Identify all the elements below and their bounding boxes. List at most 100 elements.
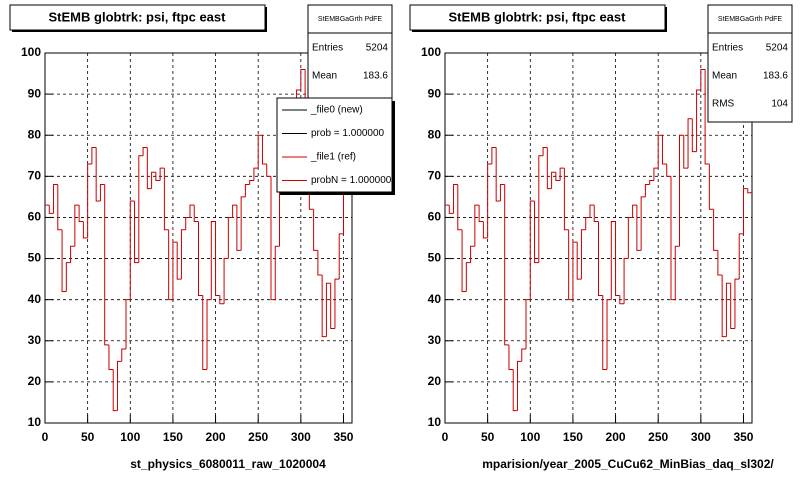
histogram-bin bbox=[215, 221, 220, 297]
histogram-bin bbox=[180, 229, 186, 280]
histogram-bin bbox=[129, 200, 135, 300]
stats-value: 183.6 bbox=[363, 71, 388, 82]
histogram-bin bbox=[742, 188, 748, 234]
stats-box bbox=[707, 4, 793, 123]
histogram-bin bbox=[57, 184, 63, 231]
stats-title: StEMBGaGrth PdFE bbox=[318, 16, 383, 23]
histogram-bin bbox=[325, 282, 331, 337]
axis-frame bbox=[444, 52, 753, 424]
histogram-bin bbox=[508, 344, 514, 371]
stats-value: 5204 bbox=[366, 43, 389, 54]
stats-name: Entries bbox=[712, 43, 743, 54]
histogram-bin bbox=[321, 275, 327, 338]
histogram-bin bbox=[738, 233, 744, 280]
histogram-bin bbox=[713, 209, 718, 251]
histogram-bin bbox=[99, 184, 105, 201]
histogram-bin bbox=[474, 204, 480, 247]
histogram-bin bbox=[538, 155, 544, 263]
histogram-bin bbox=[730, 283, 735, 329]
x-tick-label: 300 bbox=[691, 430, 711, 444]
histogram-bin bbox=[725, 282, 731, 337]
histogram-bin bbox=[606, 299, 612, 370]
histogram-bin bbox=[155, 172, 161, 181]
histogram-bin bbox=[138, 155, 144, 263]
histogram-bin bbox=[210, 221, 216, 300]
histogram-bin bbox=[74, 204, 80, 247]
histogram-bin bbox=[465, 262, 471, 292]
histogram-bin bbox=[551, 171, 556, 189]
histogram-bin bbox=[236, 205, 242, 251]
histogram-bin bbox=[206, 299, 212, 370]
title-box bbox=[409, 4, 666, 31]
histogram-bin bbox=[249, 179, 254, 185]
histogram-bin bbox=[270, 176, 276, 301]
x-tick-label: 350 bbox=[733, 430, 753, 444]
histogram-bin bbox=[598, 221, 603, 297]
histogram-bin bbox=[525, 299, 531, 349]
histogram-bin bbox=[644, 184, 650, 197]
y-tick-label: 70 bbox=[428, 169, 442, 183]
histogram-bin bbox=[87, 163, 92, 238]
histogram-bin bbox=[589, 204, 595, 218]
histogram-bin bbox=[700, 68, 706, 90]
histogram-bin bbox=[334, 278, 340, 329]
histogram-bin bbox=[163, 168, 169, 231]
y-tick-label: 40 bbox=[28, 292, 42, 306]
histogram-bin bbox=[708, 164, 714, 210]
x-tick-label: 300 bbox=[291, 430, 311, 444]
y-tick-label: 60 bbox=[28, 210, 42, 224]
x-tick-label: 0 bbox=[42, 430, 49, 444]
y-tick-label: 80 bbox=[28, 127, 42, 141]
y-tick-label: 10 bbox=[428, 415, 442, 429]
histogram-bin bbox=[576, 242, 582, 280]
histogram-bin bbox=[457, 184, 463, 231]
y-tick-label: 20 bbox=[428, 374, 442, 388]
histogram-bin bbox=[747, 188, 752, 194]
histogram-bin bbox=[185, 216, 190, 230]
histogram-bin bbox=[91, 147, 97, 164]
histogram-bin bbox=[300, 68, 306, 90]
x-tick-label: 200 bbox=[606, 430, 626, 444]
stats-name: Mean bbox=[312, 71, 337, 82]
x-tick-label: 100 bbox=[120, 430, 140, 444]
histogram-bin bbox=[661, 135, 667, 165]
stats-title: StEMBGaGrth PdFE bbox=[718, 16, 783, 23]
histogram-bin bbox=[266, 164, 271, 177]
histogram-bin bbox=[176, 242, 182, 280]
histogram-bin bbox=[721, 275, 727, 338]
axis-frame bbox=[44, 52, 353, 424]
histogram-bin bbox=[95, 147, 101, 202]
histogram-bin bbox=[65, 262, 71, 292]
histogram-bin bbox=[125, 299, 131, 349]
title-box bbox=[9, 4, 266, 31]
histogram-bin bbox=[546, 147, 552, 190]
histogram-bin bbox=[108, 344, 114, 371]
histogram-bin bbox=[112, 369, 118, 412]
x-tick-label: 0 bbox=[442, 430, 449, 444]
histogram-bin bbox=[580, 229, 586, 280]
histogram-bin bbox=[683, 135, 689, 169]
histogram-bin bbox=[691, 118, 697, 153]
x-tick-label: 150 bbox=[163, 430, 183, 444]
y-tick-label: 80 bbox=[428, 127, 442, 141]
histogram-bin bbox=[482, 221, 488, 239]
x-tick-label: 250 bbox=[248, 430, 268, 444]
histogram-bin bbox=[555, 172, 561, 181]
histogram-bin bbox=[227, 216, 233, 259]
histogram-bin bbox=[461, 229, 467, 292]
histogram-bin bbox=[244, 184, 250, 197]
histogram-bin bbox=[478, 205, 484, 223]
histogram-bin bbox=[61, 229, 67, 292]
histogram-bin bbox=[53, 184, 58, 214]
histogram-bin bbox=[636, 205, 642, 251]
histogram-bin bbox=[168, 229, 173, 301]
histogram-bin bbox=[679, 134, 684, 247]
histogram-bin bbox=[585, 216, 590, 230]
y-tick-label: 100 bbox=[21, 45, 41, 59]
histogram-bin bbox=[70, 245, 75, 263]
y-tick-label: 70 bbox=[28, 169, 42, 183]
histogram-bin bbox=[487, 163, 492, 238]
y-tick-label: 30 bbox=[28, 333, 42, 347]
legend-box bbox=[276, 97, 393, 193]
